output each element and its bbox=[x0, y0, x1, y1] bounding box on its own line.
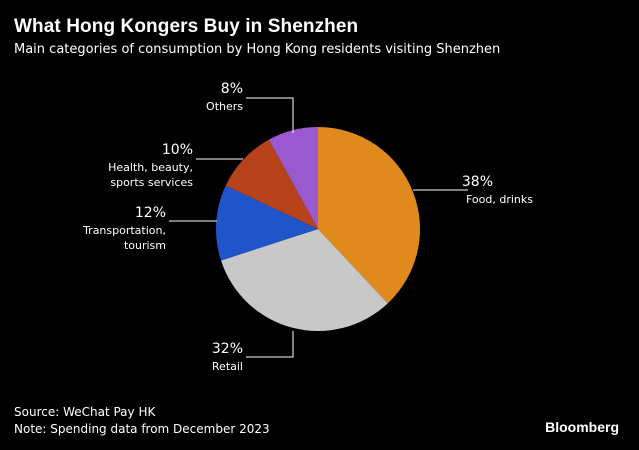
data-note: Note: Spending data from December 2023 bbox=[14, 422, 270, 436]
slice-percent-label: 8% bbox=[221, 81, 243, 97]
pie-slice-others bbox=[268, 127, 318, 229]
slice-category-label: Others bbox=[206, 100, 243, 113]
slice-percent-label: 32% bbox=[212, 341, 243, 357]
leader-line bbox=[246, 97, 294, 133]
leader-line bbox=[246, 331, 294, 358]
pie-slice-transportation-tourism bbox=[215, 185, 318, 261]
footer-notes: Source: WeChat Pay HK Note: Spending dat… bbox=[14, 404, 270, 438]
pie-slices bbox=[215, 127, 420, 331]
chart-subtitle: Main categories of consumption by Hong K… bbox=[14, 42, 501, 57]
slice-category-label: Transportation, bbox=[82, 224, 166, 237]
pie-slice-health-beauty-sports-services bbox=[225, 139, 318, 229]
slice-category-label: Retail bbox=[212, 360, 243, 373]
pie-slice-retail bbox=[220, 229, 388, 331]
chart-title: What Hong Kongers Buy in Shenzhen bbox=[14, 16, 359, 37]
slice-category-label: Health, beauty, bbox=[108, 161, 193, 174]
source-note: Source: WeChat Pay HK bbox=[14, 405, 156, 419]
slice-category-label: Food, drinks bbox=[466, 193, 533, 206]
slice-category-label: sports services bbox=[110, 176, 193, 189]
bloomberg-logo: Bloomberg bbox=[545, 419, 619, 435]
slice-percent-label: 10% bbox=[162, 142, 193, 158]
pie-slice-food-drinks bbox=[318, 127, 420, 304]
slice-percent-label: 38% bbox=[462, 174, 493, 190]
slice-percent-label: 12% bbox=[135, 205, 166, 221]
leader-lines bbox=[169, 97, 468, 358]
slice-category-label: tourism bbox=[124, 239, 166, 252]
slice-labels: 38% Food, drinks 32% Retail 12% Transportatio… bbox=[82, 81, 533, 373]
